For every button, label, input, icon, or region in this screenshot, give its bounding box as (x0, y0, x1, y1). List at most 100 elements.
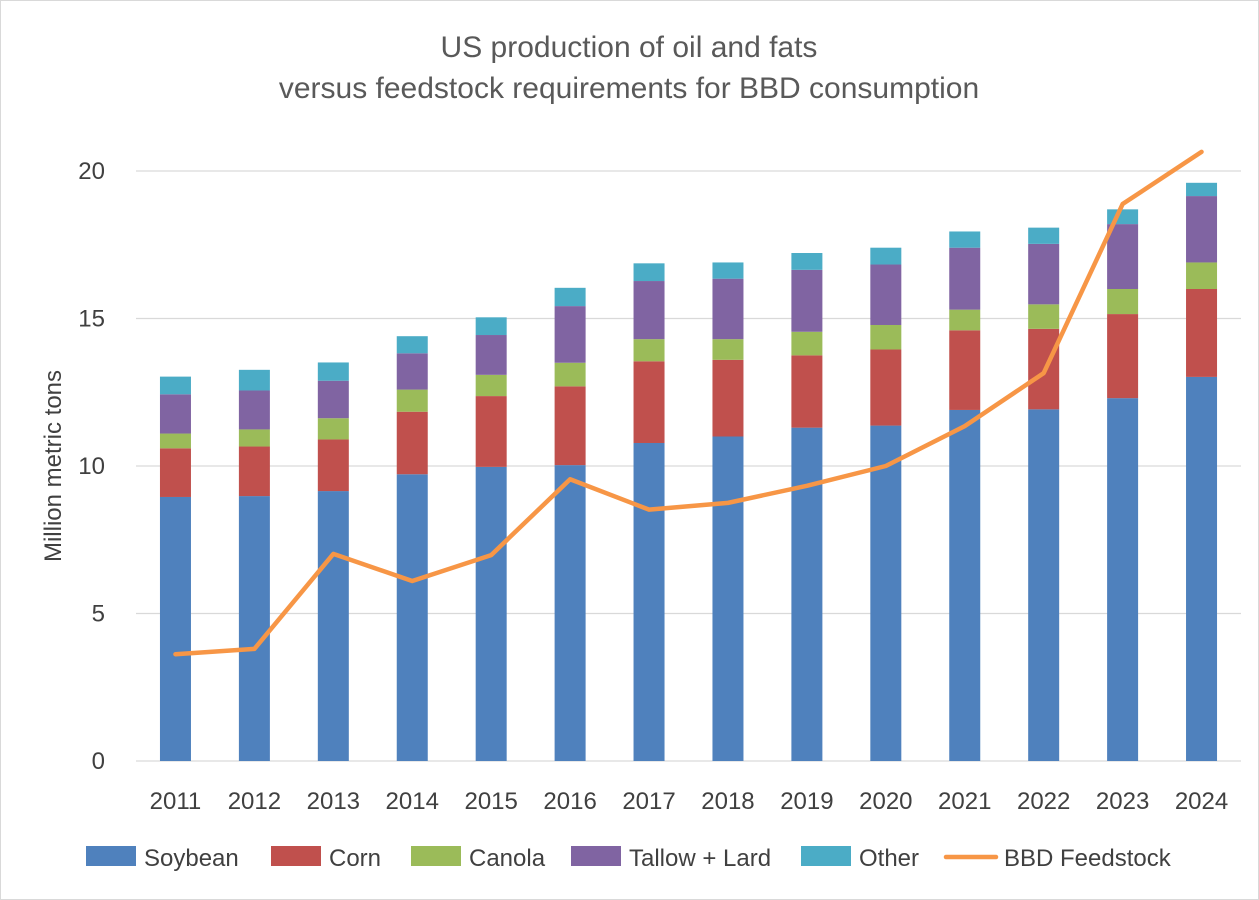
bar-corn-2014 (396, 411, 428, 475)
bar-other-2014 (396, 336, 428, 354)
y-axis-ticks: 0 5 10 15 20 (78, 158, 105, 775)
legend-label-other: Other (859, 845, 919, 872)
x-axis-ticks: 2011 2012 2013 2014 2015 2016 2017 2018 2019 2020… (150, 788, 1229, 815)
bar-tallow-lard-2011 (159, 394, 191, 434)
legend-swatch-corn (271, 846, 321, 866)
legend-swatch-canola (411, 846, 461, 866)
bar-other-2016 (554, 287, 586, 307)
x-tick-label: 2011 (150, 788, 202, 815)
bar-other-2024 (1186, 182, 1218, 197)
y-tick-label: 15 (78, 306, 105, 333)
chart-title-line-2: versus feedstock requirements for BBD co… (279, 72, 979, 105)
legend-label-corn: Corn (329, 845, 381, 872)
bar-tallow-lard-2016 (554, 306, 586, 363)
bar-other-2012 (238, 369, 270, 391)
bar-corn-2011 (159, 448, 191, 497)
bbd-feedstock-line (173, 149, 1204, 657)
bar-canola-2023 (1107, 289, 1139, 315)
bar-corn-2018 (712, 359, 744, 437)
x-tick-label: 2023 (1096, 788, 1149, 815)
bar-soybean-2013 (317, 491, 349, 761)
bar-canola-2011 (159, 433, 191, 449)
bar-canola-2016 (554, 362, 586, 387)
bar-tallow-lard-2019 (791, 269, 823, 332)
bar-other-2020 (870, 247, 902, 265)
bar-soybean-2015 (475, 466, 507, 761)
bar-tallow-lard-2015 (475, 335, 507, 375)
bar-soybean-2014 (396, 474, 428, 761)
gridlines (136, 170, 1241, 762)
bar-soybean-2024 (1186, 376, 1218, 761)
bar-tallow-lard-2022 (1028, 243, 1060, 305)
bar-tallow-lard-2021 (949, 247, 981, 310)
bar-canola-2024 (1186, 262, 1218, 289)
x-tick-label: 2014 (386, 788, 439, 815)
x-tick-label: 2021 (938, 788, 991, 815)
chart-title-line-1: US production of oil and fats (441, 31, 818, 64)
bar-soybean-2012 (238, 496, 270, 761)
bar-soybean-2019 (791, 427, 823, 761)
bar-corn-2019 (791, 355, 823, 428)
line-bbd-feedstock (173, 149, 1204, 657)
legend: Soybean Corn Canola Tallow + Lard Other BBD F… (86, 845, 1172, 872)
bar-corn-2021 (949, 330, 981, 410)
bar-corn-2024 (1186, 289, 1218, 377)
bar-other-2011 (159, 376, 191, 395)
bar-soybean-2022 (1028, 409, 1060, 761)
bar-canola-2020 (870, 324, 902, 350)
bar-corn-2015 (475, 396, 507, 467)
bar-canola-2014 (396, 389, 428, 412)
x-tick-label: 2015 (464, 788, 517, 815)
legend-swatch-tallow-lard (571, 846, 621, 866)
bar-soybean-2018 (712, 436, 744, 761)
bar-tallow-lard-2018 (712, 278, 744, 340)
bar-soybean-2023 (1107, 398, 1139, 761)
bar-other-2023 (1107, 209, 1139, 225)
x-tick-label: 2016 (543, 788, 596, 815)
y-axis-label: Million metric tons (40, 370, 67, 562)
x-tick-label: 2017 (622, 788, 675, 815)
bar-canola-2019 (791, 331, 823, 356)
x-tick-label: 2018 (701, 788, 754, 815)
bar-corn-2017 (633, 361, 665, 443)
bar-corn-2016 (554, 386, 586, 466)
bar-corn-2023 (1107, 314, 1139, 399)
bar-tallow-lard-2023 (1107, 224, 1139, 289)
bar-soybean-2017 (633, 442, 665, 761)
legend-label-soybean: Soybean (144, 845, 239, 872)
y-tick-label: 0 (92, 748, 105, 775)
y-tick-label: 20 (78, 158, 105, 185)
bar-canola-2015 (475, 374, 507, 397)
bar-canola-2021 (949, 309, 981, 331)
bar-other-2015 (475, 317, 507, 336)
bar-corn-2013 (317, 439, 349, 492)
bar-other-2019 (791, 253, 823, 270)
bar-soybean-2016 (554, 465, 586, 761)
x-tick-label: 2013 (307, 788, 360, 815)
x-tick-label: 2019 (780, 788, 833, 815)
bar-tallow-lard-2014 (396, 353, 428, 390)
bar-canola-2013 (317, 418, 349, 440)
bars (159, 182, 1218, 761)
bar-other-2021 (949, 231, 981, 248)
legend-label-tallow-lard: Tallow + Lard (629, 845, 771, 872)
legend-label-canola: Canola (469, 845, 546, 872)
bar-soybean-2020 (870, 425, 902, 761)
bar-canola-2012 (238, 429, 270, 447)
bar-other-2022 (1028, 227, 1060, 244)
legend-swatch-soybean (86, 846, 136, 866)
bar-corn-2012 (238, 446, 270, 497)
bar-other-2018 (712, 262, 744, 279)
bar-tallow-lard-2017 (633, 281, 665, 340)
bar-canola-2022 (1028, 304, 1060, 329)
x-tick-label: 2022 (1017, 788, 1070, 815)
legend-swatch-other (801, 846, 851, 866)
bar-tallow-lard-2013 (317, 380, 349, 419)
x-tick-label: 2024 (1175, 788, 1228, 815)
bar-canola-2018 (712, 339, 744, 360)
bar-tallow-lard-2024 (1186, 196, 1218, 263)
bar-soybean-2011 (159, 496, 191, 761)
bar-soybean-2021 (949, 409, 981, 761)
